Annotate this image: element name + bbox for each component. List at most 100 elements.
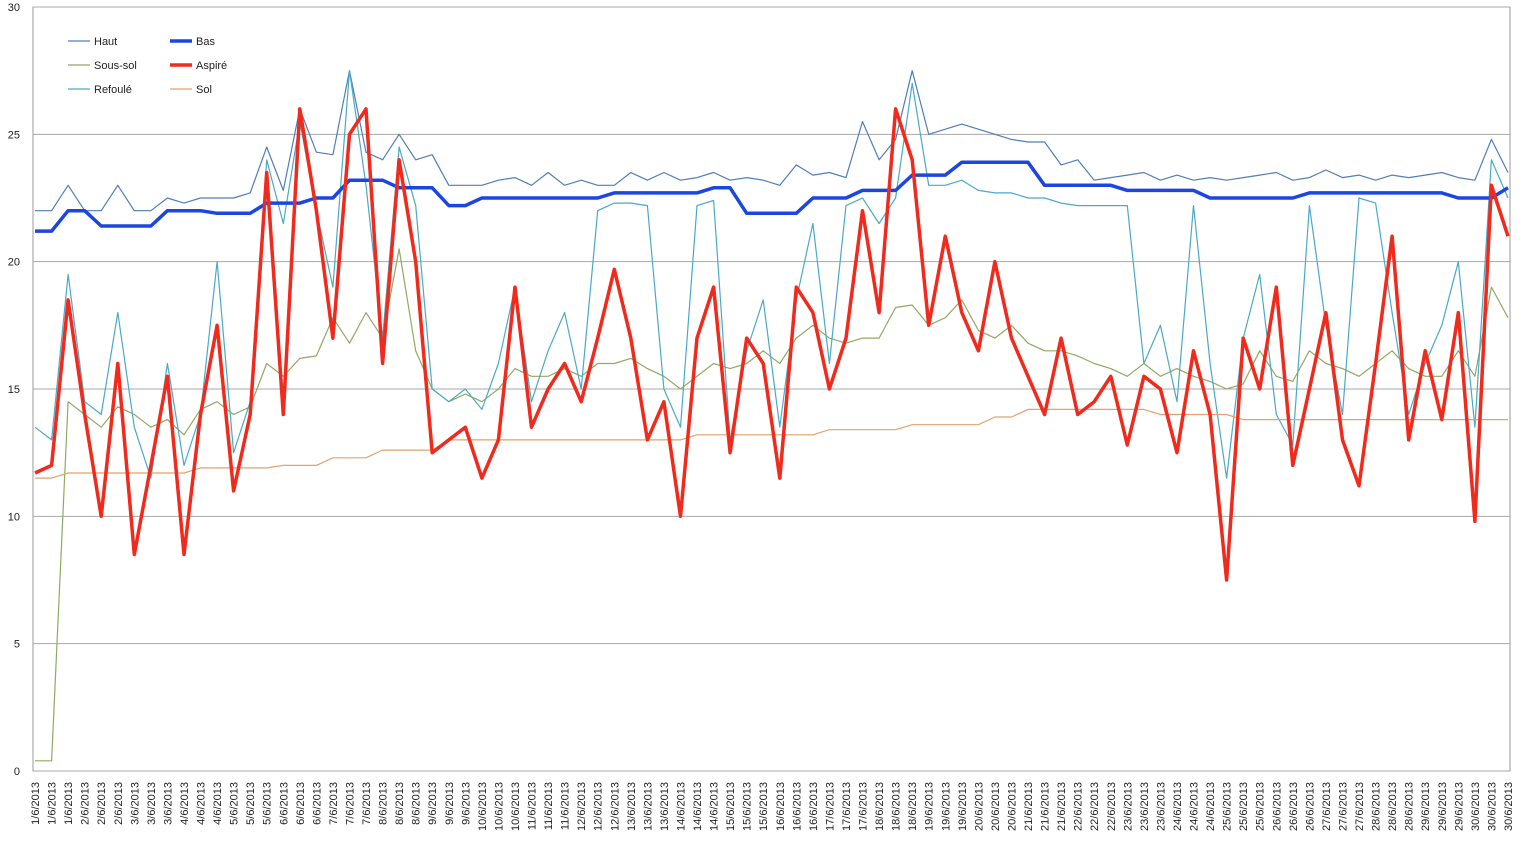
x-tick-label: 1/6/2013 xyxy=(47,782,59,825)
x-tick-label: 16/6/2013 xyxy=(775,782,787,831)
x-tick-label: 12/6/2013 xyxy=(576,782,588,831)
x-tick-label: 2/6/2013 xyxy=(80,782,92,825)
x-tick-label: 26/6/2013 xyxy=(1288,782,1300,831)
x-tick-label: 12/6/2013 xyxy=(609,782,621,831)
x-tick-label: 19/6/2013 xyxy=(924,782,936,831)
x-tick-label: 7/6/2013 xyxy=(328,782,340,825)
x-tick-label: 17/6/2013 xyxy=(841,782,853,831)
x-tick-label: 20/6/2013 xyxy=(990,782,1002,831)
series-line xyxy=(35,408,1508,479)
x-tick-label: 14/6/2013 xyxy=(692,782,704,831)
x-tick-label: 30/6/2013 xyxy=(1503,782,1515,831)
x-tick-label: 21/6/2013 xyxy=(1023,782,1035,831)
legend-label: Haut xyxy=(94,36,117,48)
x-tick-label: 25/6/2013 xyxy=(1222,782,1234,831)
x-tick-label: 4/6/2013 xyxy=(196,782,208,825)
x-tick-label: 20/6/2013 xyxy=(973,782,985,831)
x-tick-label: 30/6/2013 xyxy=(1486,782,1498,831)
x-tick-label: 5/6/2013 xyxy=(229,782,241,825)
x-tick-label: 8/6/2013 xyxy=(411,782,423,825)
x-tick-label: 5/6/2013 xyxy=(245,782,257,825)
x-tick-label: 18/6/2013 xyxy=(907,782,919,831)
y-tick-label: 5 xyxy=(14,639,20,651)
series-line xyxy=(35,70,1509,212)
legend-label: Refoulé xyxy=(94,84,132,96)
x-tick-label: 20/6/2013 xyxy=(1006,782,1018,831)
x-tick-label: 13/6/2013 xyxy=(659,782,671,831)
x-tick-label: 27/6/2013 xyxy=(1321,782,1333,831)
x-tick-label: 29/6/2013 xyxy=(1437,782,1449,831)
x-tick-label: 17/6/2013 xyxy=(824,782,836,831)
x-tick-label: 21/6/2013 xyxy=(1040,782,1052,831)
x-tick-label: 23/6/2013 xyxy=(1155,782,1167,831)
series-line xyxy=(35,160,1509,233)
x-tick-label: 13/6/2013 xyxy=(626,782,638,831)
x-tick-label: 10/6/2013 xyxy=(493,782,505,831)
y-tick-label: 10 xyxy=(8,511,20,523)
x-tick-label: 24/6/2013 xyxy=(1189,782,1201,831)
x-tick-label: 27/6/2013 xyxy=(1354,782,1366,831)
x-tick-label: 30/6/2013 xyxy=(1470,782,1482,831)
legend-label: Bas xyxy=(196,36,215,48)
x-tick-label: 2/6/2013 xyxy=(113,782,125,825)
y-tick-label: 15 xyxy=(8,384,20,396)
x-tick-label: 19/6/2013 xyxy=(940,782,952,831)
x-tick-label: 12/6/2013 xyxy=(593,782,605,831)
x-tick-label: 27/6/2013 xyxy=(1337,782,1349,831)
x-tick-label: 11/6/2013 xyxy=(560,782,572,830)
x-tick-label: 19/6/2013 xyxy=(957,782,969,831)
x-tick-label: 24/6/2013 xyxy=(1205,782,1217,831)
x-tick-label: 8/6/2013 xyxy=(394,782,406,825)
x-tick-label: 28/6/2013 xyxy=(1404,782,1416,831)
x-tick-label: 22/6/2013 xyxy=(1106,782,1118,831)
x-tick-label: 23/6/2013 xyxy=(1122,782,1134,831)
x-tick-label: 15/6/2013 xyxy=(725,782,737,831)
x-tick-label: 1/6/2013 xyxy=(30,782,42,825)
x-tick-label: 21/6/2013 xyxy=(1056,782,1068,831)
legend-label: Sous-sol xyxy=(94,60,137,72)
x-tick-label: 25/6/2013 xyxy=(1255,782,1267,831)
x-tick-label: 1/6/2013 xyxy=(63,782,75,825)
x-tick-label: 10/6/2013 xyxy=(477,782,489,831)
x-tick-label: 25/6/2013 xyxy=(1238,782,1250,831)
x-tick-label: 3/6/2013 xyxy=(162,782,174,825)
series-line xyxy=(34,70,1509,479)
x-tick-label: 17/6/2013 xyxy=(858,782,870,831)
x-tick-label: 6/6/2013 xyxy=(278,782,290,825)
x-tick-label: 26/6/2013 xyxy=(1271,782,1283,831)
x-tick-label: 9/6/2013 xyxy=(444,782,456,825)
x-tick-label: 22/6/2013 xyxy=(1089,782,1101,831)
x-tick-label: 4/6/2013 xyxy=(212,782,224,825)
x-tick-label: 24/6/2013 xyxy=(1172,782,1184,831)
x-tick-label: 15/6/2013 xyxy=(742,782,754,831)
x-tick-label: 3/6/2013 xyxy=(146,782,158,825)
x-tick-label: 2/6/2013 xyxy=(96,782,108,825)
x-tick-label: 7/6/2013 xyxy=(344,782,356,825)
x-tick-label: 9/6/2013 xyxy=(460,782,472,825)
x-tick-label: 11/6/2013 xyxy=(543,782,555,830)
x-tick-label: 13/6/2013 xyxy=(642,782,654,831)
x-tick-label: 9/6/2013 xyxy=(427,782,439,825)
x-tick-label: 28/6/2013 xyxy=(1371,782,1383,831)
x-tick-label: 14/6/2013 xyxy=(675,782,687,831)
x-tick-label: 15/6/2013 xyxy=(758,782,770,831)
x-tick-label: 16/6/2013 xyxy=(791,782,803,831)
x-tick-label: 4/6/2013 xyxy=(179,782,191,825)
x-tick-label: 28/6/2013 xyxy=(1387,782,1399,831)
x-tick-label: 16/6/2013 xyxy=(808,782,820,831)
legend-label: Aspiré xyxy=(196,60,227,72)
series-line xyxy=(34,107,1510,582)
x-tick-label: 14/6/2013 xyxy=(709,782,721,831)
y-tick-label: 0 xyxy=(14,766,20,778)
x-tick-label: 8/6/2013 xyxy=(378,782,390,825)
x-tick-label: 18/6/2013 xyxy=(891,782,903,831)
x-tick-label: 29/6/2013 xyxy=(1420,782,1432,831)
x-tick-label: 6/6/2013 xyxy=(295,782,307,825)
x-tick-label: 3/6/2013 xyxy=(129,782,141,825)
y-tick-label: 25 xyxy=(8,129,20,141)
x-tick-label: 6/6/2013 xyxy=(311,782,323,825)
x-tick-label: 5/6/2013 xyxy=(262,782,274,825)
y-tick-label: 30 xyxy=(8,2,20,14)
x-tick-label: 23/6/2013 xyxy=(1139,782,1151,831)
